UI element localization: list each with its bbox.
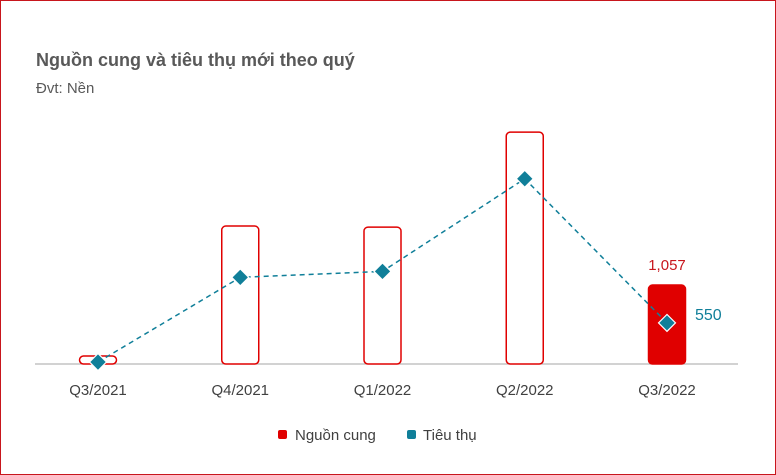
x-tick-label: Q4/2021 [211,382,269,399]
legend-swatch-tieu-thu [407,430,416,439]
chart-title: Nguồn cung và tiêu thụ mới theo quý [36,50,355,70]
legend-label-nguon-cung: Nguồn cung [295,427,376,444]
bar-Q1/2022 [363,226,402,365]
line-marker-Q3/2021 [88,352,108,372]
legend-label-tieu-thu: Tiêu thụ [423,427,477,444]
x-tick-label: Q2/2022 [496,382,554,399]
line-marker-Q4/2021 [230,268,250,287]
bar-data-label: 1,057 [648,257,686,274]
legend-swatch-nguon-cung [278,430,287,439]
chart-subtitle: Đvt: Nền [36,80,95,97]
x-tick-label: Q1/2022 [354,382,412,399]
line-marker-Q3/2022 [657,313,677,333]
x-tick-label: Q3/2022 [638,382,696,399]
bar-Q4/2021 [221,225,260,365]
line-marker-Q2/2022 [515,169,535,189]
x-tick-label: Q3/2021 [69,382,127,399]
bar-Q2/2022 [505,131,544,365]
line-data-label: 550 [695,307,722,324]
line-marker-Q1/2022 [373,262,392,281]
